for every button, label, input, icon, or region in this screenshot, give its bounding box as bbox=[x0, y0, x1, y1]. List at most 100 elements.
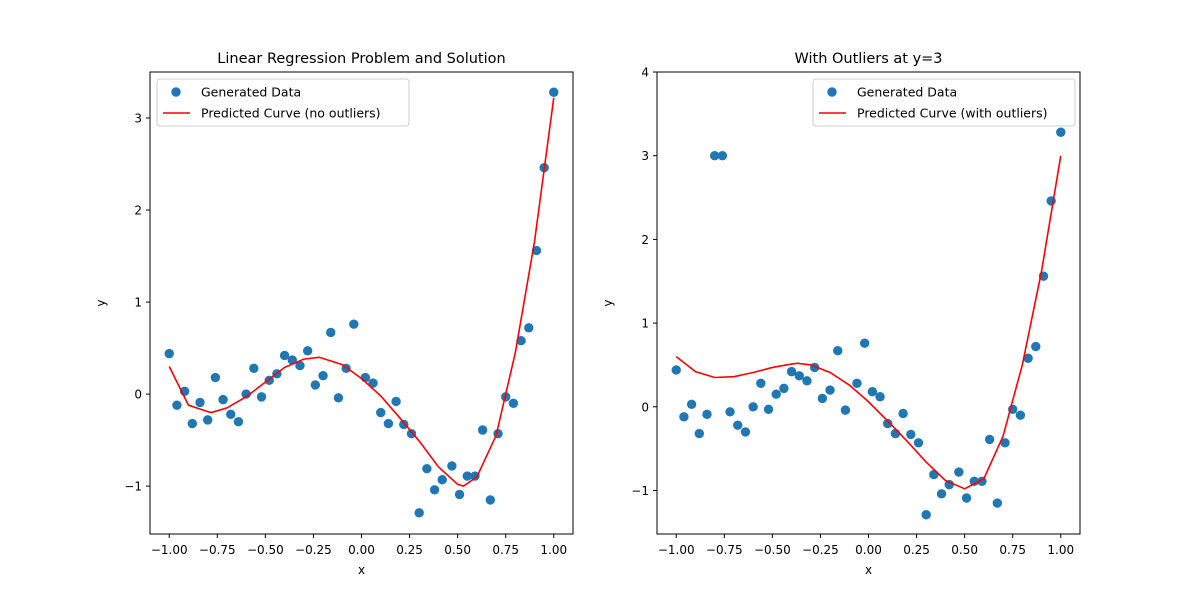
data-point bbox=[376, 407, 386, 418]
x-tick-label: 0.25 bbox=[396, 543, 423, 557]
data-point bbox=[740, 427, 751, 437]
data-point bbox=[172, 400, 182, 410]
data-point bbox=[1000, 438, 1010, 448]
x-tick-label: 0.25 bbox=[903, 543, 930, 557]
x-tick-label: −1.00 bbox=[658, 543, 695, 557]
data-point bbox=[833, 346, 843, 356]
x-tick-label: −0.75 bbox=[199, 543, 236, 557]
data-point bbox=[256, 392, 267, 402]
data-point bbox=[733, 420, 743, 430]
data-point bbox=[961, 493, 972, 503]
data-point bbox=[524, 323, 534, 333]
data-point bbox=[906, 429, 916, 440]
data-point bbox=[969, 476, 979, 486]
data-point bbox=[195, 397, 205, 408]
data-point bbox=[717, 151, 728, 161]
x-tick-label: −0.75 bbox=[706, 543, 743, 557]
data-point bbox=[318, 371, 328, 381]
data-point bbox=[429, 485, 440, 495]
data-point bbox=[549, 87, 559, 97]
data-point bbox=[414, 508, 424, 518]
data-point bbox=[422, 463, 432, 474]
y-tick-label: 1 bbox=[641, 317, 649, 331]
data-point bbox=[508, 398, 519, 409]
data-point bbox=[771, 389, 781, 399]
data-point bbox=[406, 428, 417, 439]
predicted-curve-line bbox=[168, 97, 555, 488]
data-point bbox=[187, 418, 197, 429]
data-point bbox=[786, 366, 797, 377]
chart-panel-1: Linear Regression Problem and Solution −1… bbox=[94, 51, 574, 577]
data-point bbox=[709, 151, 720, 161]
data-point bbox=[1056, 127, 1066, 137]
data-point bbox=[470, 471, 480, 481]
legend: Generated Data Predicted Curve (no outlie… bbox=[156, 78, 410, 127]
data-point bbox=[875, 392, 885, 402]
data-point bbox=[249, 363, 259, 374]
data-point bbox=[913, 438, 924, 448]
data-point bbox=[898, 408, 908, 419]
data-point bbox=[725, 407, 735, 417]
data-point bbox=[333, 393, 344, 403]
data-point bbox=[437, 475, 447, 485]
x-tick-label: −0.25 bbox=[802, 543, 839, 557]
data-point bbox=[992, 498, 1003, 508]
legend-label: Predicted Curve (with outliers) bbox=[857, 106, 1048, 121]
data-point bbox=[399, 419, 409, 430]
legend-label: Predicted Curve (no outliers) bbox=[201, 106, 381, 121]
data-point bbox=[671, 365, 681, 375]
data-point bbox=[462, 471, 472, 481]
y-tick-label: 3 bbox=[641, 149, 649, 163]
data-point bbox=[954, 467, 964, 477]
data-point bbox=[164, 348, 174, 359]
legend: Generated Data Predicted Curve (with outl… bbox=[812, 78, 1076, 127]
data-point bbox=[485, 495, 496, 505]
data-point bbox=[477, 425, 488, 435]
y-tick-label: 0 bbox=[134, 388, 142, 402]
data-point bbox=[679, 412, 689, 422]
x-axis-label: x bbox=[865, 563, 872, 577]
y-axis-label: y bbox=[94, 299, 108, 306]
data-point bbox=[326, 327, 336, 338]
data-point bbox=[984, 434, 995, 445]
data-point bbox=[686, 399, 697, 409]
data-point bbox=[310, 380, 321, 390]
y-tick-label: 2 bbox=[641, 233, 649, 247]
data-point bbox=[233, 417, 244, 427]
data-point bbox=[302, 346, 313, 356]
y-tick-label: 1 bbox=[134, 296, 142, 310]
data-point bbox=[859, 338, 870, 348]
data-point bbox=[921, 510, 931, 520]
x-tick-label: −0.50 bbox=[754, 543, 791, 557]
data-point bbox=[794, 371, 804, 381]
data-point bbox=[694, 428, 704, 439]
data-point bbox=[360, 372, 371, 383]
x-tick-label: 1.00 bbox=[540, 543, 567, 557]
data-point bbox=[1031, 341, 1041, 352]
y-tick-label: 0 bbox=[641, 400, 649, 414]
y-tick-label: −1 bbox=[124, 480, 142, 494]
x-tick-label: 0.50 bbox=[951, 543, 978, 557]
legend-box bbox=[156, 78, 410, 127]
data-point bbox=[702, 409, 712, 420]
data-point bbox=[936, 489, 947, 499]
data-point bbox=[454, 489, 465, 500]
legend-marker-swatch bbox=[171, 87, 181, 97]
y-tick-label: 2 bbox=[134, 204, 142, 218]
x-tick-label: 1.00 bbox=[1047, 543, 1074, 557]
data-point bbox=[349, 319, 359, 329]
y-tick-label: 3 bbox=[134, 112, 142, 126]
data-point bbox=[295, 360, 305, 371]
legend-box bbox=[812, 78, 1076, 127]
x-tick-label: −0.50 bbox=[247, 543, 284, 557]
legend-label: Generated Data bbox=[857, 85, 957, 100]
x-axis-label: x bbox=[358, 563, 365, 577]
data-point bbox=[202, 415, 213, 425]
chart-title: Linear Regression Problem and Solution bbox=[217, 51, 505, 67]
data-point bbox=[1023, 353, 1033, 363]
x-tick-label: 0.75 bbox=[999, 543, 1026, 557]
data-point bbox=[883, 418, 893, 429]
data-point bbox=[763, 404, 774, 414]
data-point bbox=[210, 372, 221, 383]
